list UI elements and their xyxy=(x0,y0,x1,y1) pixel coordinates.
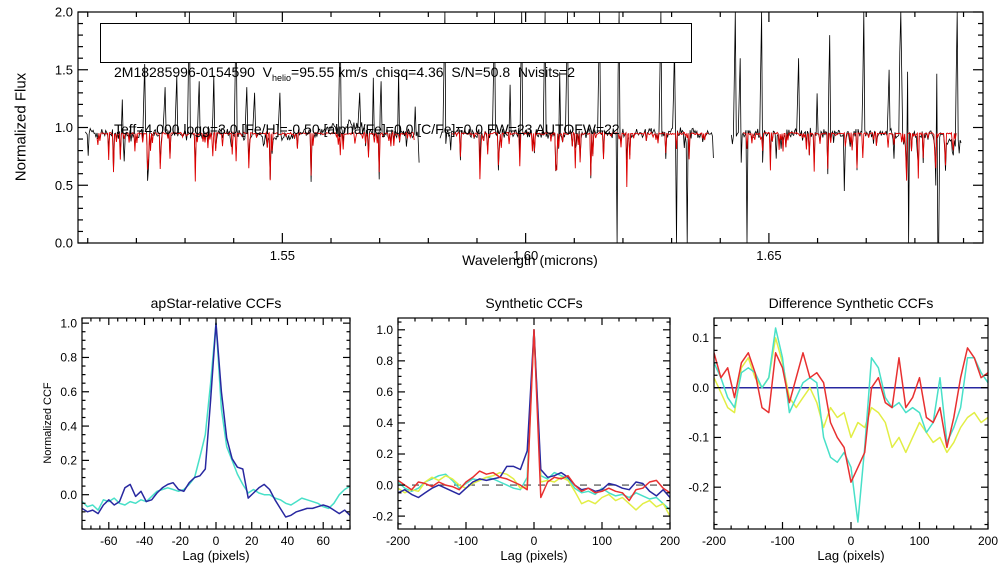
svg-text:0.2: 0.2 xyxy=(60,454,77,468)
ccf-apstar-title: apStar-relative CCFs xyxy=(150,295,282,311)
svg-text:0.8: 0.8 xyxy=(60,351,77,365)
svg-text:100: 100 xyxy=(592,534,612,548)
svg-text:1.5: 1.5 xyxy=(55,62,73,77)
svg-text:1.0: 1.0 xyxy=(376,323,393,337)
svg-text:2.0: 2.0 xyxy=(55,5,73,20)
svg-text:0.1: 0.1 xyxy=(692,331,709,345)
svg-text:0: 0 xyxy=(531,534,538,548)
svg-text:-200: -200 xyxy=(702,534,726,548)
svg-text:0.6: 0.6 xyxy=(376,385,393,399)
svg-text:0.0: 0.0 xyxy=(55,236,73,251)
annotation-line-1: 2M18285996-0154590 Vhelio=95.55 km/s chi… xyxy=(114,63,691,82)
ccf-difference-x-axis-label: Lag (pixels) xyxy=(817,548,885,563)
diff-ccf-red xyxy=(714,347,988,483)
chart-3-axes xyxy=(713,317,989,530)
syn-ccf-navy xyxy=(398,329,670,499)
diff-ccf-cyan xyxy=(714,327,988,523)
ccf-visit-2 xyxy=(82,322,350,511)
svg-text:1.65: 1.65 xyxy=(756,248,781,263)
chart-2-tick-labels: -200 -100 0 100 200 -0.2 0.0 0.2 0.4 0.6 0.8 1.0 xyxy=(372,323,680,548)
svg-text:-40: -40 xyxy=(136,534,154,548)
ccf-difference-title: Difference Synthetic CCFs xyxy=(768,295,934,311)
svg-text:0.4: 0.4 xyxy=(376,416,393,430)
ccf-synthetic-title: Synthetic CCFs xyxy=(485,295,583,311)
chart-0-series xyxy=(84,12,962,243)
chart-0: 1.55 1.60 1.65 0.0 0.5 1.0 1.5 2.0 xyxy=(55,5,984,263)
annotation-line-2: Teff=4,000 logg=3.0 [Fe/H]=-0.50 [alpha/… xyxy=(114,121,620,137)
vhelio-subscript: helio xyxy=(272,72,292,83)
svg-text:-0.2: -0.2 xyxy=(688,480,709,494)
svg-text:0.2: 0.2 xyxy=(376,447,393,461)
svg-text:20: 20 xyxy=(245,534,259,548)
svg-text:0.4: 0.4 xyxy=(60,419,77,433)
svg-text:0: 0 xyxy=(213,534,220,548)
spectrum-x-axis-label: Wavelength (microns) xyxy=(462,252,598,268)
chart-1: -60 -40 -20 0 20 40 60 0.0 0.2 0.4 0.6 0.8 1.0 xyxy=(60,316,351,548)
svg-text:1.0: 1.0 xyxy=(60,316,77,330)
ccf-synthetic-x-axis-label: Lag (pixels) xyxy=(500,548,568,563)
svg-text:1.0: 1.0 xyxy=(55,120,73,135)
chart-2-axes xyxy=(397,317,671,530)
synthetic-spectrum xyxy=(96,130,957,188)
chart-0-tick-labels: 1.55 1.60 1.65 0.0 0.5 1.0 1.5 2.0 xyxy=(55,5,782,263)
svg-text:1.60: 1.60 xyxy=(513,248,538,263)
syn-ccf-red xyxy=(398,329,670,502)
svg-text:0: 0 xyxy=(848,534,855,548)
syn-ccf-yellow xyxy=(398,329,670,517)
star-id: 2M18285996-0154590 V xyxy=(114,64,273,80)
diff-ccf-yellow xyxy=(714,337,988,454)
svg-text:-0.2: -0.2 xyxy=(372,509,393,523)
svg-text:-200: -200 xyxy=(386,534,410,548)
chart-0-axes xyxy=(77,11,984,244)
chart-2-series xyxy=(398,329,670,517)
chart-1-series xyxy=(82,322,350,518)
svg-text:0.5: 0.5 xyxy=(55,178,73,193)
svg-text:0.6: 0.6 xyxy=(60,385,77,399)
svg-text:0.0: 0.0 xyxy=(376,478,393,492)
svg-text:0.0: 0.0 xyxy=(692,381,709,395)
chart-3: -200 -100 0 100 200 0.1 0.0 -0.1 -0.2 xyxy=(688,317,998,548)
chart-3-series xyxy=(714,327,988,523)
spectrum-y-axis-label: Normalized Flux xyxy=(12,72,30,182)
chart-1-axes xyxy=(81,317,351,530)
chart-1-tick-labels: -60 -40 -20 0 20 40 60 0.0 0.2 0.4 0.6 0.8 1.0 xyxy=(60,316,330,548)
svg-text:60: 60 xyxy=(317,534,331,548)
svg-text:-0.1: -0.1 xyxy=(688,431,709,445)
annotation-box: 2M18285996-0154590 Vhelio=95.55 km/s chi… xyxy=(100,23,692,137)
svg-text:40: 40 xyxy=(281,534,295,548)
svg-text:200: 200 xyxy=(660,534,680,548)
chart-2: -200 -100 0 100 200 -0.2 0.0 0.2 0.4 0.6 0.8 1.0 xyxy=(372,317,680,548)
svg-text:100: 100 xyxy=(909,534,929,548)
svg-text:200: 200 xyxy=(978,534,998,548)
annotation-line-1-rest: =95.55 km/s chisq=4.36 S/N=50.8 Nvisits=… xyxy=(291,64,576,80)
svg-text:1.55: 1.55 xyxy=(270,248,295,263)
svg-text:-60: -60 xyxy=(100,534,118,548)
ccf-apstar-y-axis-label: Normalized CCF xyxy=(42,382,54,464)
svg-text:-100: -100 xyxy=(454,534,478,548)
chart-3-tick-labels: -200 -100 0 100 200 0.1 0.0 -0.1 -0.2 xyxy=(688,331,998,548)
svg-text:-100: -100 xyxy=(770,534,794,548)
ccf-apstar-x-axis-label: Lag (pixels) xyxy=(182,548,250,563)
ccf-visit-1 xyxy=(82,322,350,518)
svg-text:0.8: 0.8 xyxy=(376,354,393,368)
svg-text:0.0: 0.0 xyxy=(60,488,77,502)
svg-text:-20: -20 xyxy=(172,534,190,548)
